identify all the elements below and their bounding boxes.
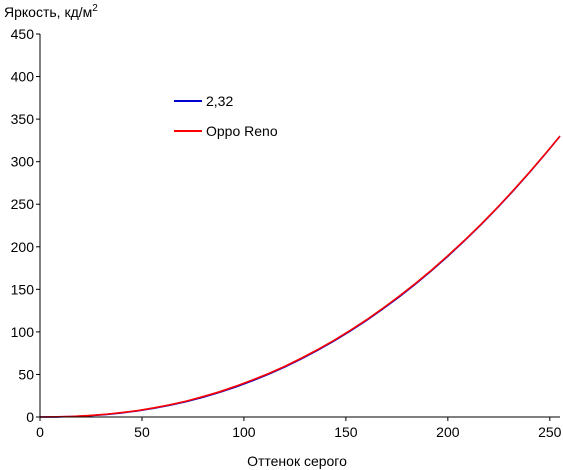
legend: 2,32 Oppo Reno — [174, 93, 278, 139]
plot-frame — [39, 34, 560, 418]
series-line-0 — [39, 135, 561, 418]
y-tick-label: 0 — [26, 409, 34, 425]
y-tick-label: 150 — [11, 281, 35, 297]
y-tick-label: 300 — [11, 154, 35, 170]
x-tick-label: 250 — [538, 424, 562, 440]
x-tick-label: 50 — [134, 424, 150, 440]
y-tick-label: 200 — [11, 239, 35, 255]
y-axis-ticks: 0 50 100 150 200 250 300 350 400 450 — [11, 26, 40, 425]
legend-label-0: 2,32 — [206, 93, 233, 109]
y-axis-title: Яркость, кд/м2 — [4, 3, 98, 20]
svg-text:Яркость, кд/м2: Яркость, кд/м2 — [4, 3, 98, 20]
y-tick-label: 350 — [11, 111, 35, 127]
y-tick-label: 250 — [11, 196, 35, 212]
series-layer — [39, 135, 561, 418]
y-tick-label: 50 — [18, 366, 34, 382]
x-tick-label: 150 — [334, 424, 358, 440]
x-axis-title: Оттенок серого — [247, 453, 347, 469]
y-axis-title-superscript: 2 — [92, 3, 98, 14]
x-tick-label: 200 — [436, 424, 460, 440]
x-tick-label: 100 — [232, 424, 256, 440]
x-axis-ticks: 0 50 100 150 200 250 — [36, 417, 562, 440]
y-axis-title-text: Яркость, кд/м — [4, 4, 92, 20]
y-tick-label: 450 — [11, 26, 35, 42]
x-tick-label: 0 — [36, 424, 44, 440]
y-tick-label: 100 — [11, 324, 35, 340]
series-line-1 — [39, 135, 561, 418]
y-tick-label: 400 — [11, 69, 35, 85]
legend-label-1: Oppo Reno — [206, 123, 278, 139]
